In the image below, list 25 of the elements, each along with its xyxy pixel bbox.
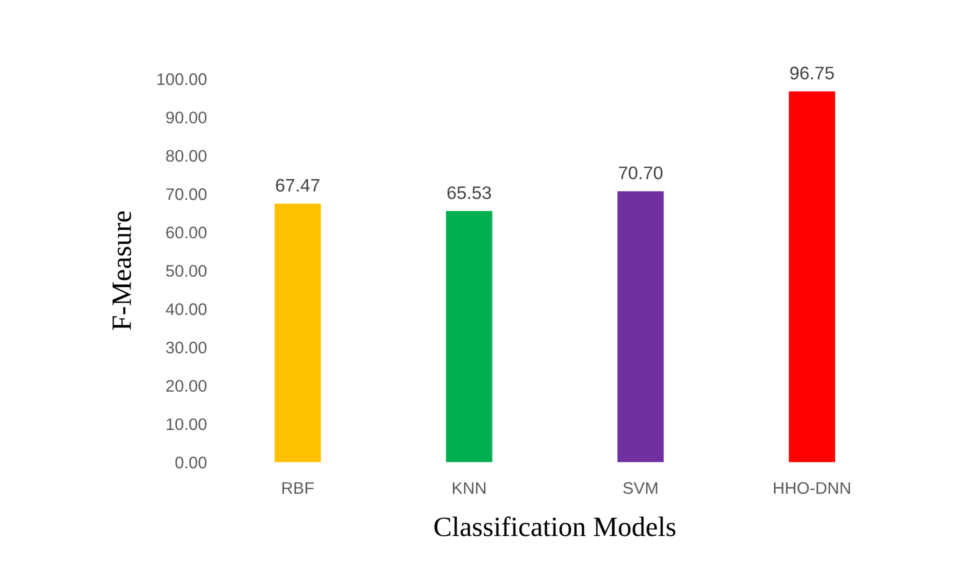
y-tick-label: 20.00 — [166, 380, 206, 392]
y-tick-label: 0.00 — [175, 456, 206, 468]
y-tick-label: 10.00 — [166, 418, 206, 430]
bar — [788, 91, 836, 462]
data-label: 70.70 — [618, 166, 662, 180]
bar — [446, 211, 492, 462]
x-axis-title: Classification Models — [434, 516, 676, 536]
y-tick-label: 60.00 — [166, 226, 206, 238]
data-label: 96.75 — [790, 66, 834, 80]
y-tick-label: 90.00 — [166, 112, 206, 124]
y-tick-label: 30.00 — [166, 342, 206, 354]
y-tick-label: 50.00 — [166, 264, 206, 277]
x-tick-label: KNN — [452, 482, 486, 494]
data-label: 67.47 — [276, 178, 320, 192]
y-tick-label: 100.00 — [157, 73, 206, 86]
x-tick-label: SVM — [623, 482, 658, 494]
y-tick-label: 80.00 — [166, 150, 206, 162]
x-tick-label: HHO-DNN — [774, 482, 850, 494]
x-tick-label: RBF — [282, 482, 314, 494]
y-tick-label: 40.00 — [166, 303, 206, 316]
data-label: 65.53 — [447, 186, 491, 200]
y-tick-label: 70.00 — [166, 188, 206, 200]
y-axis-title: F-Measure — [112, 211, 132, 330]
bar — [617, 191, 664, 462]
bar — [274, 204, 321, 462]
